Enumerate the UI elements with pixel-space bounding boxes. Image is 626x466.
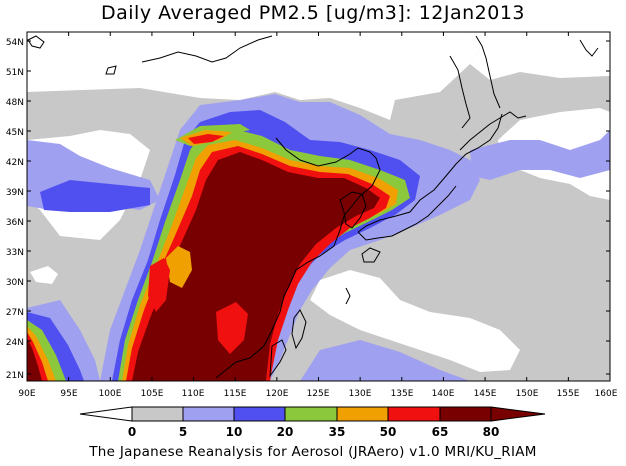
lat-tick-39n: 39N	[6, 188, 24, 198]
colorbar-segment-0	[79, 406, 133, 422]
lat-tick-42n: 42N	[6, 158, 24, 168]
lon-tick-120e: 120E	[266, 389, 289, 399]
colorbar-label-65: 65	[432, 425, 449, 439]
lat-tick-51n: 51N	[6, 68, 24, 78]
colorbar-label-20: 20	[277, 425, 294, 439]
concentration-field	[27, 32, 610, 381]
field-10-20-pacific	[470, 130, 610, 180]
lon-tick-95e: 95E	[60, 389, 77, 399]
field-80-plus-main	[132, 152, 380, 381]
field-65-80-pocket	[148, 258, 170, 312]
colorbar-label-10: 10	[226, 425, 243, 439]
lon-tick-130e: 130E	[349, 389, 372, 399]
colorbar-segment-6	[387, 406, 441, 422]
axis-ticks	[26, 32, 611, 381]
map-title: Daily Averaged PM2.5 [ug/m3]: 12Jan2013	[100, 2, 526, 24]
lon-tick-135e: 135E	[391, 389, 414, 399]
colorbar-segment-1	[131, 406, 184, 422]
lon-tick-115e: 115E	[224, 389, 247, 399]
colorbar-segment-3	[233, 406, 286, 422]
colorbar-label-50: 50	[380, 425, 397, 439]
colorbar-segment-8	[490, 406, 546, 422]
lat-tick-48n: 48N	[6, 98, 24, 108]
colorbar-label-35: 35	[329, 425, 346, 439]
colorbar: 0 5 10 20 35 50 65 80	[79, 406, 546, 439]
lon-tick-110e: 110E	[182, 389, 205, 399]
colorbar-segment-2	[182, 406, 235, 422]
colorbar-segment-5	[336, 406, 389, 422]
lat-tick-54n: 54N	[6, 38, 24, 48]
field-65-80-pocket-2	[216, 302, 248, 354]
colorbar-segment-7	[439, 406, 492, 422]
longitude-labels: 90E 95E 100E 105E 110E 115E 120E 125E 13…	[18, 389, 617, 399]
field-65-80-north	[188, 134, 224, 144]
lon-tick-105e: 105E	[141, 389, 164, 399]
field-0-5-islet	[30, 266, 58, 284]
field-20-35-west	[40, 180, 150, 212]
colorbar-segment-4	[284, 406, 338, 422]
lon-tick-90e: 90E	[18, 389, 35, 399]
lon-tick-155e: 155E	[557, 389, 580, 399]
lat-tick-27n: 27N	[6, 308, 24, 318]
field-0-5-northwest	[27, 32, 480, 120]
footer-credit: The Japanese Reanalysis for Aerosol (JRA…	[89, 444, 537, 460]
coastlines	[27, 35, 599, 379]
field-0-5-sea	[310, 270, 520, 372]
lat-tick-33n: 33N	[6, 248, 24, 258]
lat-tick-24n: 24N	[6, 338, 24, 348]
colorbar-label-0: 0	[128, 425, 136, 439]
lon-tick-150e: 150E	[516, 389, 539, 399]
field-10-20-south	[300, 340, 470, 381]
lat-tick-45n: 45N	[6, 128, 24, 138]
lon-tick-160e: 160E	[595, 389, 618, 399]
lat-tick-21n: 21N	[6, 371, 24, 381]
field-80-plus-sw	[27, 338, 42, 381]
lon-tick-125e: 125E	[307, 389, 330, 399]
latitude-labels: 54N 51N 48N 45N 42N 39N 36N 33N 30N 27N …	[6, 38, 24, 381]
field-50-65-pocket	[166, 246, 192, 288]
colorbar-label-5: 5	[179, 425, 187, 439]
lon-tick-145e: 145E	[474, 389, 497, 399]
lat-tick-36n: 36N	[6, 218, 24, 228]
lat-tick-30n: 30N	[6, 278, 24, 288]
colorbar-label-80: 80	[483, 425, 500, 439]
lon-tick-100e: 100E	[99, 389, 122, 399]
field-0-5-north	[27, 32, 610, 80]
lon-tick-140e: 140E	[432, 389, 455, 399]
